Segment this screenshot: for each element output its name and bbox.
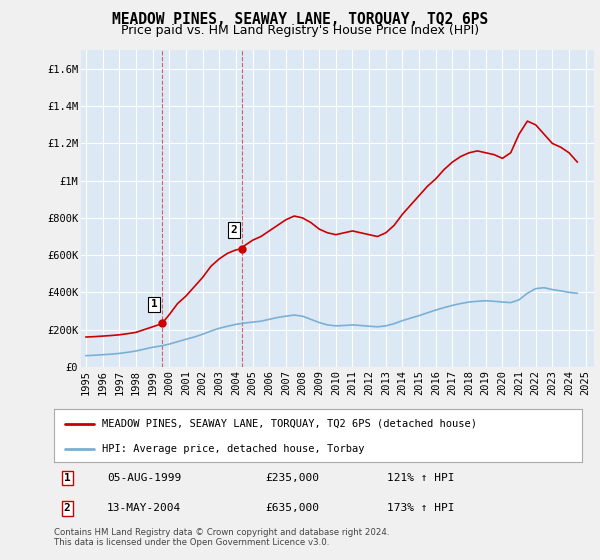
Text: 1: 1 [151,300,157,310]
Text: 05-AUG-1999: 05-AUG-1999 [107,473,181,483]
Text: 2: 2 [230,225,237,235]
Text: 2: 2 [64,503,71,514]
Text: MEADOW PINES, SEAWAY LANE, TORQUAY, TQ2 6PS: MEADOW PINES, SEAWAY LANE, TORQUAY, TQ2 … [112,12,488,27]
Text: 13-MAY-2004: 13-MAY-2004 [107,503,181,514]
Text: MEADOW PINES, SEAWAY LANE, TORQUAY, TQ2 6PS (detached house): MEADOW PINES, SEAWAY LANE, TORQUAY, TQ2 … [101,419,476,429]
Text: £635,000: £635,000 [265,503,319,514]
Text: 173% ↑ HPI: 173% ↑ HPI [386,503,454,514]
Text: HPI: Average price, detached house, Torbay: HPI: Average price, detached house, Torb… [101,444,364,454]
Text: £235,000: £235,000 [265,473,319,483]
Text: 1: 1 [64,473,71,483]
Text: Contains HM Land Registry data © Crown copyright and database right 2024.
This d: Contains HM Land Registry data © Crown c… [54,528,389,548]
Text: Price paid vs. HM Land Registry's House Price Index (HPI): Price paid vs. HM Land Registry's House … [121,24,479,37]
Text: 121% ↑ HPI: 121% ↑ HPI [386,473,454,483]
